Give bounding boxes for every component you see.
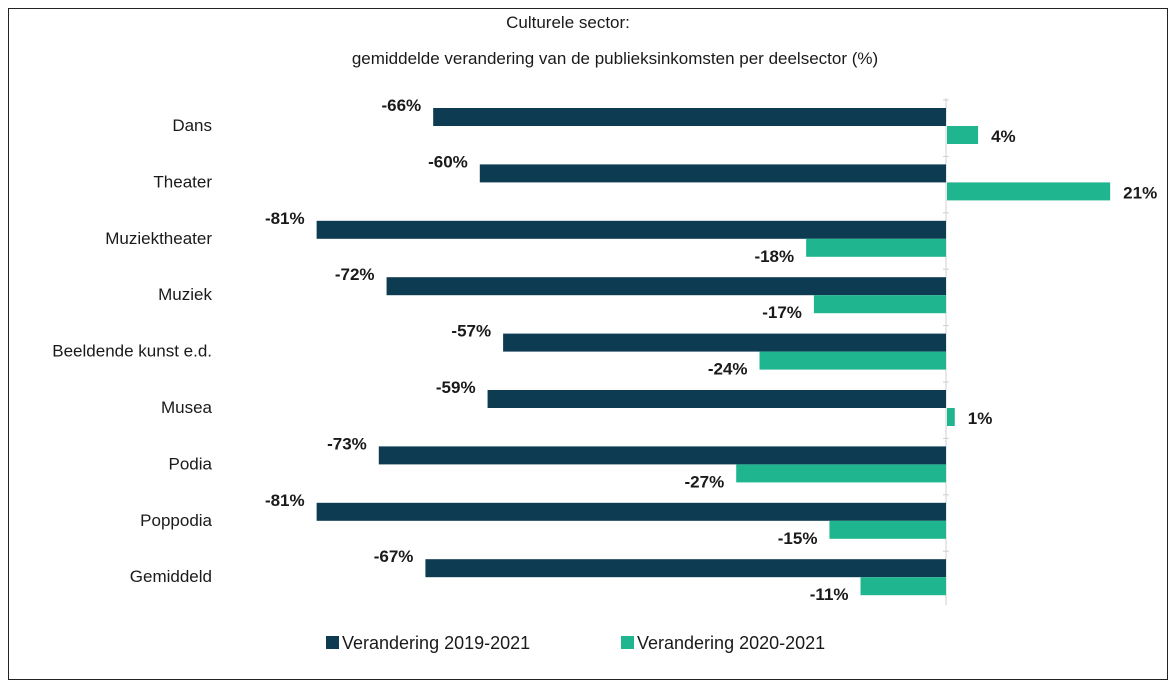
data-label: -15% bbox=[778, 529, 818, 548]
category-label: Muziektheater bbox=[105, 229, 212, 248]
data-label: -81% bbox=[265, 209, 305, 228]
category-label: Musea bbox=[161, 398, 213, 417]
chart-title: Culturele sector: bbox=[506, 13, 630, 32]
data-label: -11% bbox=[810, 585, 849, 604]
category-label: Muziek bbox=[158, 285, 212, 304]
data-label: -67% bbox=[374, 547, 414, 566]
bar bbox=[806, 238, 946, 257]
category-label: Podia bbox=[169, 454, 213, 473]
chart-subtitle: gemiddelde verandering van de publieksin… bbox=[352, 49, 878, 68]
bar bbox=[425, 559, 946, 578]
data-label: -59% bbox=[436, 378, 476, 397]
bar bbox=[736, 464, 946, 483]
bar bbox=[813, 295, 946, 314]
data-label: -81% bbox=[265, 491, 305, 510]
bar bbox=[479, 164, 946, 183]
bar bbox=[316, 220, 946, 239]
data-label: 21% bbox=[1123, 183, 1157, 202]
bar bbox=[947, 126, 979, 144]
bar bbox=[759, 351, 946, 370]
data-label: 1% bbox=[968, 409, 993, 428]
bar bbox=[860, 577, 946, 596]
bar bbox=[433, 108, 946, 126]
data-label: -66% bbox=[381, 96, 421, 115]
data-label: -27% bbox=[685, 472, 725, 491]
bar bbox=[386, 277, 946, 296]
bar bbox=[947, 182, 1111, 201]
plot-area: Dans -66% 4% Theater -60% 21% Muziektheater -81… bbox=[52, 96, 1157, 606]
category-label: Gemiddeld bbox=[130, 567, 212, 586]
bar bbox=[378, 446, 946, 465]
bar bbox=[316, 502, 946, 521]
category-label: Theater bbox=[153, 172, 212, 191]
data-label: -24% bbox=[708, 360, 748, 379]
category-label: Dans bbox=[172, 116, 212, 135]
data-label: -73% bbox=[327, 434, 367, 453]
bar bbox=[947, 408, 955, 426]
data-label: -57% bbox=[451, 322, 491, 341]
bar bbox=[503, 333, 946, 352]
legend-label: Verandering 2019-2021 bbox=[342, 633, 530, 653]
data-label: 4% bbox=[991, 127, 1016, 146]
data-label: -18% bbox=[754, 247, 794, 266]
legend-swatch bbox=[621, 636, 634, 649]
data-label: -60% bbox=[428, 152, 468, 171]
data-label: -72% bbox=[335, 265, 375, 284]
bar bbox=[487, 390, 946, 408]
legend: Verandering 2019-2021 Verandering 2020-20… bbox=[326, 633, 825, 653]
category-label: Beeldende kunst e.d. bbox=[52, 342, 212, 361]
category-label: Poppodia bbox=[140, 511, 212, 530]
bar bbox=[829, 520, 946, 539]
data-label: -17% bbox=[762, 303, 802, 322]
legend-label: Verandering 2020-2021 bbox=[637, 633, 825, 653]
legend-swatch bbox=[326, 636, 339, 649]
